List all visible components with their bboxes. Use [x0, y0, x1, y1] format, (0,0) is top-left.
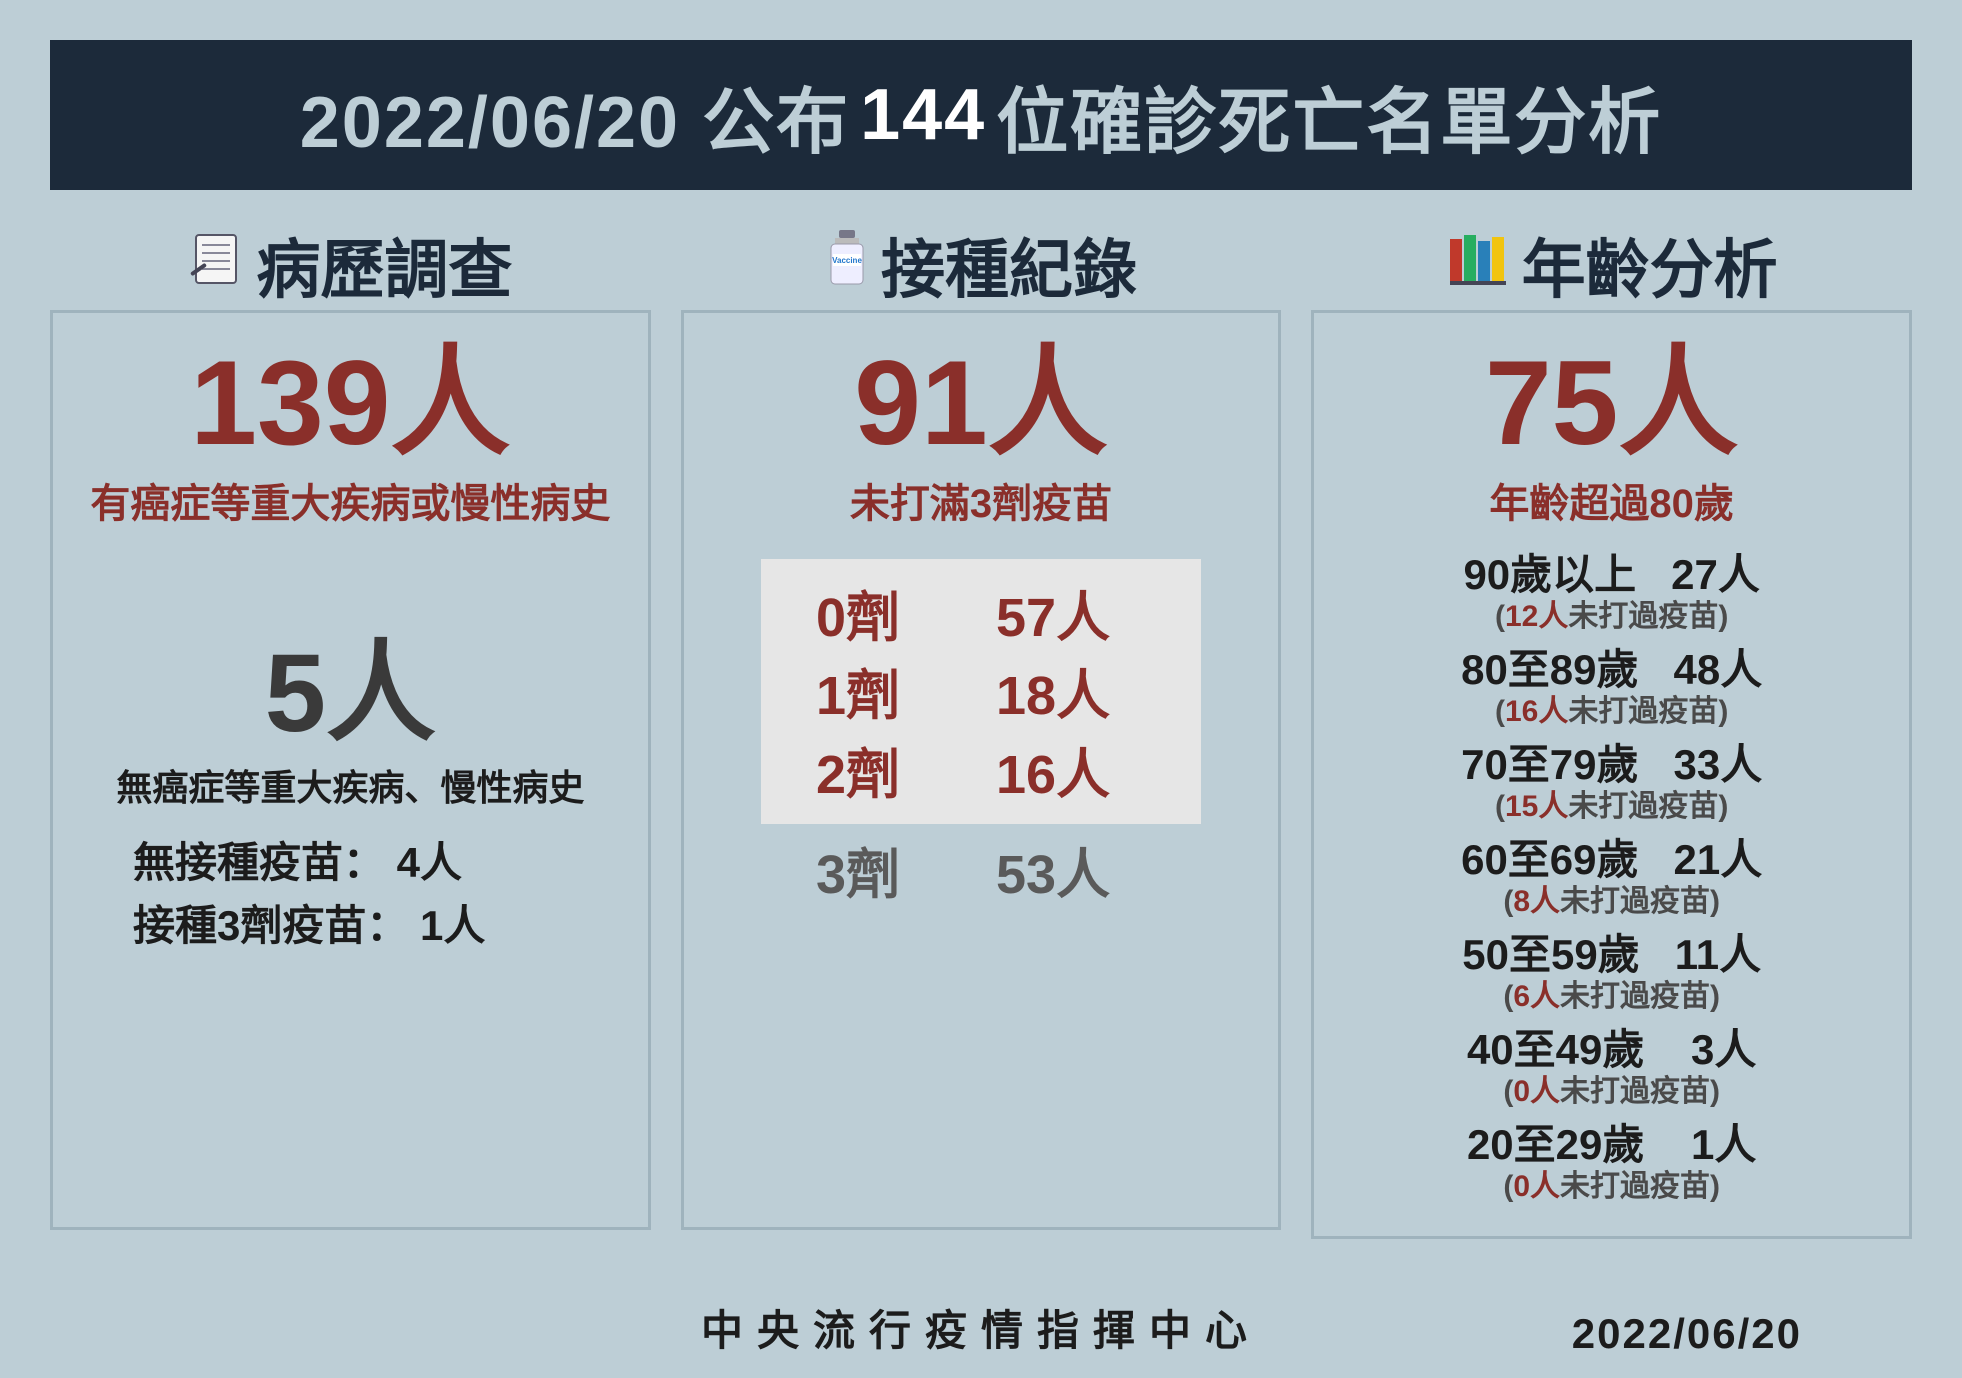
dose-row: 2劑 16人	[761, 736, 1201, 814]
col3-body: 75人 年齡超過80歲 90歲以上 27人(12人未打過疫苗)80至89歲 48…	[1311, 310, 1912, 1239]
vaccine-vial-icon: Vaccine	[825, 228, 869, 303]
col-age-analysis: 年齡分析 75人 年齡超過80歲 90歲以上 27人(12人未打過疫苗)80至8…	[1311, 220, 1912, 1230]
svg-text:Vaccine: Vaccine	[832, 256, 862, 265]
col1-line2: 接種3劑疫苗： 1人	[133, 894, 628, 957]
age-main-line: 80至89歲 48人	[1334, 636, 1889, 697]
dose-table: 0劑 57人 1劑 18人 2劑 16人 3劑	[761, 559, 1201, 914]
age-sub-line: (8人未打過疫苗)	[1334, 887, 1889, 917]
age-sub-line: (0人未打過疫苗)	[1334, 1077, 1889, 1107]
age-item: 90歲以上 27人(12人未打過疫苗)	[1334, 541, 1889, 632]
col1-detail: 無接種疫苗： 4人 接種3劑疫苗： 1人	[73, 831, 628, 957]
age-list: 90歲以上 27人(12人未打過疫苗)80至89歲 48人(16人未打過疫苗)7…	[1334, 541, 1889, 1202]
dose-row: 3劑 53人	[761, 836, 1201, 914]
col-vaccination: Vaccine 接種紀錄 91人 未打滿3劑疫苗 0劑 57人 1劑	[681, 220, 1282, 1230]
col3-big-num: 75人	[1334, 343, 1889, 463]
col1-mid-num: 5人	[73, 639, 628, 749]
age-main-line: 60至69歲 21人	[1334, 826, 1889, 887]
dose-highlight-group: 0劑 57人 1劑 18人 2劑 16人	[761, 559, 1201, 824]
col2-body: 91人 未打滿3劑疫苗 0劑 57人 1劑 18人 2劑	[681, 310, 1282, 1230]
col1-mid-sub: 無癌症等重大疾病、慢性病史	[73, 759, 628, 811]
dose-label: 3劑	[816, 836, 936, 914]
age-item: 80至89歲 48人(16人未打過疫苗)	[1334, 636, 1889, 727]
col2-big-num: 91人	[704, 343, 1259, 463]
footer-date: 2022/06/20	[1572, 1310, 1802, 1358]
dose-label: 2劑	[816, 736, 936, 814]
age-main-line: 50至59歲 11人	[1334, 921, 1889, 982]
title-post: 位確診死亡名單分析	[996, 63, 1662, 168]
dose-count: 57人	[996, 579, 1146, 657]
col2-header: Vaccine 接種紀錄	[681, 220, 1282, 310]
age-main-line: 90歲以上 27人	[1334, 541, 1889, 602]
age-main-line: 70至79歲 33人	[1334, 731, 1889, 792]
col2-big-sub: 未打滿3劑疫苗	[704, 471, 1259, 529]
age-sub-line: (16人未打過疫苗)	[1334, 697, 1889, 727]
col1-header-text: 病歷調查	[256, 219, 512, 311]
col1-line1: 無接種疫苗： 4人	[133, 831, 628, 894]
age-main-line: 40至49歲 3人	[1334, 1016, 1889, 1077]
col1-header: 病歷調查	[50, 220, 651, 310]
col3-header-text: 年齡分析	[1522, 219, 1778, 311]
title-count: 144	[860, 74, 986, 156]
dose-row: 1劑 18人	[761, 657, 1201, 735]
notepad-icon	[188, 228, 244, 302]
dose-count: 18人	[996, 657, 1146, 735]
title-bar: 2022/06/20 公布 144 位確診死亡名單分析	[50, 40, 1912, 190]
age-sub-line: (12人未打過疫苗)	[1334, 602, 1889, 632]
age-sub-line: (15人未打過疫苗)	[1334, 792, 1889, 822]
dose-row: 0劑 57人	[761, 579, 1201, 657]
age-item: 40至49歲 3人(0人未打過疫苗)	[1334, 1016, 1889, 1107]
dose-label: 1劑	[816, 657, 936, 735]
col2-header-text: 接種紀錄	[881, 219, 1137, 311]
age-item: 20至29歲 1人(0人未打過疫苗)	[1334, 1111, 1889, 1202]
columns-container: 病歷調查 139人 有癌症等重大疾病或慢性病史 5人 無癌症等重大疾病、慢性病史…	[50, 220, 1912, 1230]
col1-big-num: 139人	[73, 343, 628, 463]
books-icon	[1446, 228, 1510, 302]
col1-big-sub: 有癌症等重大疾病或慢性病史	[73, 471, 628, 529]
dose-label: 0劑	[816, 579, 936, 657]
col3-header: 年齡分析	[1311, 220, 1912, 310]
age-item: 60至69歲 21人(8人未打過疫苗)	[1334, 826, 1889, 917]
age-item: 70至79歲 33人(15人未打過疫苗)	[1334, 731, 1889, 822]
col1-body: 139人 有癌症等重大疾病或慢性病史 5人 無癌症等重大疾病、慢性病史 無接種疫…	[50, 310, 651, 1230]
title-pre: 2022/06/20 公布	[300, 63, 850, 168]
col3-big-sub: 年齡超過80歲	[1334, 471, 1889, 529]
age-main-line: 20至29歲 1人	[1334, 1111, 1889, 1172]
col-medical-history: 病歷調查 139人 有癌症等重大疾病或慢性病史 5人 無癌症等重大疾病、慢性病史…	[50, 220, 651, 1230]
age-sub-line: (6人未打過疫苗)	[1334, 982, 1889, 1012]
dose-count: 16人	[996, 736, 1146, 814]
age-item: 50至59歲 11人(6人未打過疫苗)	[1334, 921, 1889, 1012]
age-sub-line: (0人未打過疫苗)	[1334, 1172, 1889, 1202]
infographic-canvas: 2022/06/20 公布 144 位確診死亡名單分析 病歷調查	[0, 0, 1962, 1378]
dose-count: 53人	[996, 836, 1146, 914]
